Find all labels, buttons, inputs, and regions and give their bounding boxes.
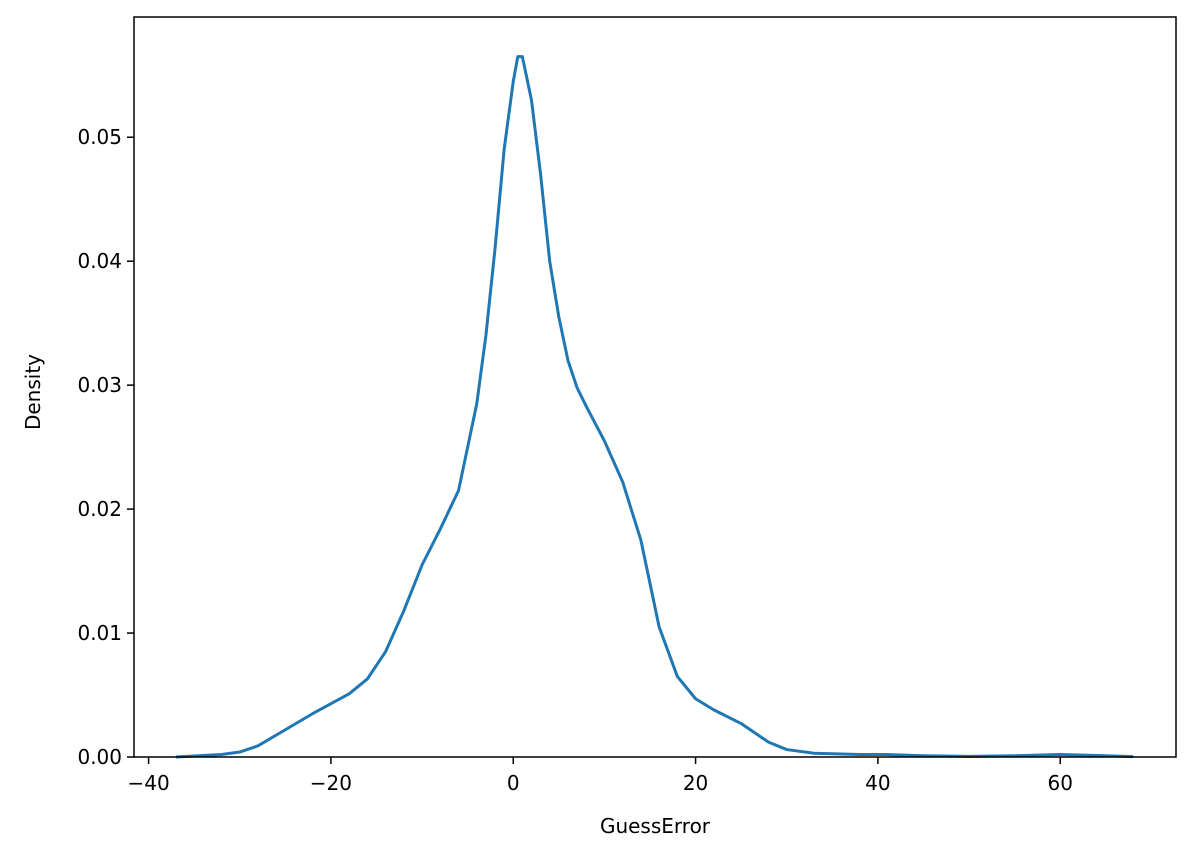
x-tick-label: 60 (1047, 771, 1072, 795)
x-tick-label: 0 (507, 771, 520, 795)
x-tick-label: −40 (127, 771, 169, 795)
x-axis-label: GuessError (600, 814, 711, 838)
x-tick-label: 20 (683, 771, 708, 795)
y-axis-label: Density (21, 354, 45, 430)
x-tick-label: 40 (865, 771, 890, 795)
density-line (175, 55, 1134, 759)
plot-frame (133, 16, 1177, 758)
x-tick-label: −20 (310, 771, 352, 795)
y-tick-label: 0.03 (77, 373, 122, 397)
y-tick-label: 0.00 (77, 745, 122, 769)
y-tick-label: 0.02 (77, 497, 122, 521)
y-tick-label: 0.04 (77, 249, 122, 273)
y-tick-label: 0.05 (77, 125, 122, 149)
y-tick-label: 0.01 (77, 621, 122, 645)
